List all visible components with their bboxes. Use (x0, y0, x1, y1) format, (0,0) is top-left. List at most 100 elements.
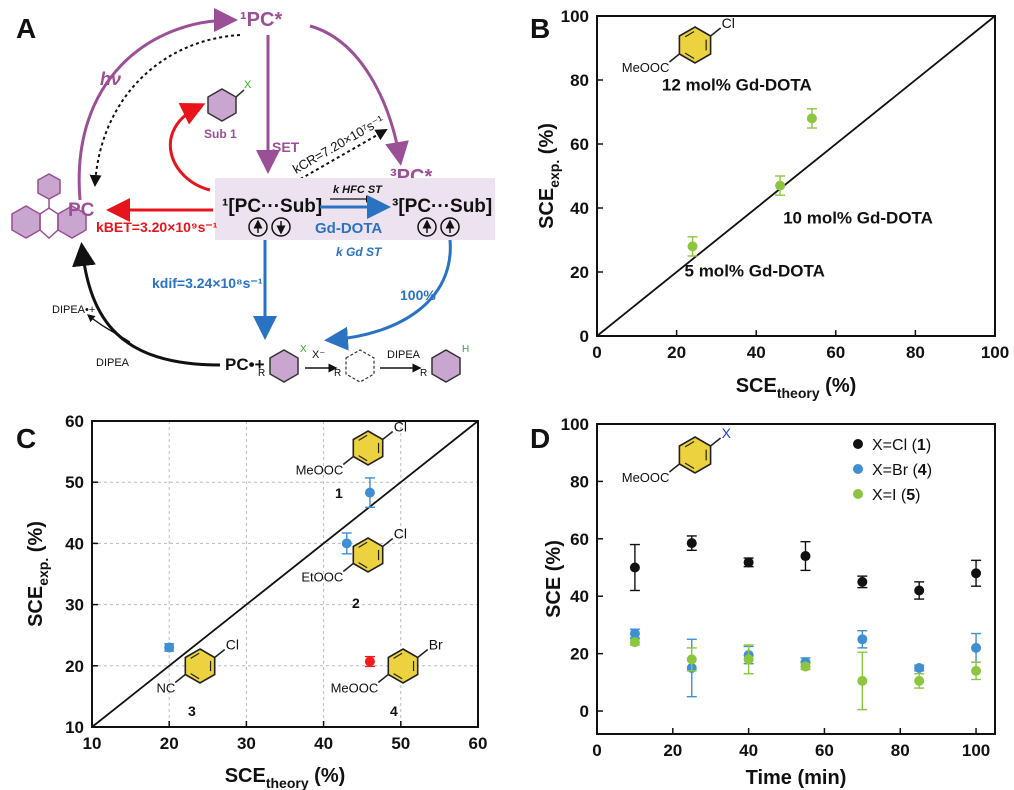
spin-circles-triplet (417, 217, 460, 237)
sub1-label: Sub 1 (204, 127, 237, 141)
x-tick-label: 0 (592, 343, 601, 362)
data-point (806, 113, 817, 124)
legend-label: X=I (5) (872, 487, 920, 504)
y-tick-label: 50 (65, 473, 84, 492)
data-point (164, 642, 175, 653)
x-tick-label: 20 (160, 734, 179, 753)
ring-double-bond (190, 652, 200, 659)
data-point (800, 661, 811, 672)
x-tick-label: 40 (747, 343, 766, 362)
hv-label: hν (100, 69, 121, 89)
y-tick-label: 60 (570, 530, 589, 549)
x-tick-label: 10 (83, 734, 102, 753)
singlet-radical-pair: ¹[PC···Sub] (222, 196, 322, 217)
x-tick-label: 100 (981, 343, 1009, 362)
ar-r: R (258, 368, 265, 379)
x-axis-label: SCEtheory (%) (225, 765, 346, 790)
x-tick-label: 20 (667, 343, 686, 362)
data-point (971, 568, 982, 579)
data-point (341, 538, 352, 549)
plot-frame (91, 420, 479, 728)
pc-radical-cation: PC•+ (225, 355, 265, 374)
x-tick-label: 40 (739, 741, 758, 760)
y-tick-label: 0 (580, 327, 589, 346)
k-st-hfc: k HFC ST (333, 184, 383, 196)
data-point (686, 538, 697, 549)
y-tick-label: 40 (570, 199, 589, 218)
data-point (800, 551, 811, 562)
substituent-label: Cl (394, 419, 407, 435)
substituent-bond (382, 430, 394, 441)
kbet-label: kBET=3.20×10⁹s⁻¹ (96, 219, 218, 235)
data-point (971, 642, 982, 653)
ester-bond (342, 562, 354, 573)
substituent-bond (710, 437, 722, 447)
regeneration-arrow (72, 242, 221, 367)
y-tick-label: 100 (561, 415, 589, 434)
chart-b: 0 20 40 60 80 100 0 20 40 60 80 100 5 mol% Gd-DOTA 10… (536, 7, 1009, 401)
y-tick-label: 30 (65, 596, 84, 615)
ring-double-bond (684, 462, 695, 470)
dipea-radical-label: DIPEA•+ (52, 304, 95, 316)
x-tick-label: 80 (906, 343, 925, 362)
data-point (629, 637, 640, 648)
gd-dota-label: Gd-DOTA (315, 220, 382, 237)
data-point (364, 656, 375, 667)
x-tick-label: 100 (962, 741, 990, 760)
x-tick-label: 50 (391, 734, 410, 753)
data-point (914, 662, 925, 673)
aryl-halide-structure: R X (258, 344, 307, 383)
panel-letter-a: A (16, 13, 36, 44)
x-tick-label: 80 (891, 741, 910, 760)
data-point (743, 557, 754, 568)
data-point (775, 180, 786, 191)
substituent-label: Cl (394, 526, 407, 542)
data-point (857, 675, 868, 686)
ester-label: MeOOC (296, 463, 344, 478)
y-tick-label: 40 (570, 587, 589, 606)
panel-letter-d: D (530, 423, 550, 454)
legend-label: X=Cl (1) (872, 437, 931, 454)
ring-double-bond (358, 455, 368, 462)
substituent-bond (417, 648, 429, 659)
data-point (971, 665, 982, 676)
data-point (686, 654, 697, 665)
ring-double-bond (393, 652, 403, 659)
compound-number: 2 (352, 595, 360, 611)
prod-r: R (420, 368, 427, 379)
x-tick-label: 40 (314, 734, 333, 753)
compound-number: 4 (390, 703, 398, 719)
data-point (629, 562, 640, 573)
x-tick-label: 0 (592, 741, 601, 760)
ester-label: EtOOC (301, 570, 343, 585)
structure-3: Cl NC (156, 637, 238, 696)
x-tick-label: 60 (469, 734, 488, 753)
radical-pair-box (215, 178, 495, 240)
substituent-label: Br (429, 637, 443, 653)
ester-bond (668, 53, 680, 63)
y-tick-label: 100 (561, 7, 589, 26)
ring-double-bond (358, 562, 368, 569)
data-point (914, 585, 925, 596)
chart-c: 10 20 30 40 50 60 10 20 30 40 50 60 Cl MeOOC 1 Cl EtOOC 2… (25, 412, 487, 790)
y-axis-label: SCEexp. (%) (25, 521, 51, 627)
y-tick-label: 0 (580, 702, 589, 721)
compound-number: 1 (335, 485, 343, 501)
spin-circles-singlet (248, 217, 291, 237)
ring-double-bond (684, 440, 695, 448)
k-st-gd: k Gd ST (336, 245, 383, 259)
y-axis-label: SCE (%) (543, 540, 565, 618)
legend-marker (853, 489, 863, 499)
y-tick-label: 40 (65, 534, 84, 553)
x-axis-label: Time (min) (746, 767, 847, 789)
x-tick-label: 60 (815, 741, 834, 760)
sub1-x: X (244, 79, 252, 91)
data-point (687, 241, 698, 252)
data-point (364, 487, 375, 498)
panel-letter-b: B (530, 13, 550, 44)
ester-bond (377, 673, 389, 684)
phenothiazine-structure (11, 173, 87, 240)
y-tick-label: 80 (570, 472, 589, 491)
x-minus: X⁻ (312, 349, 325, 361)
percent-100-label: 100% (400, 287, 436, 303)
